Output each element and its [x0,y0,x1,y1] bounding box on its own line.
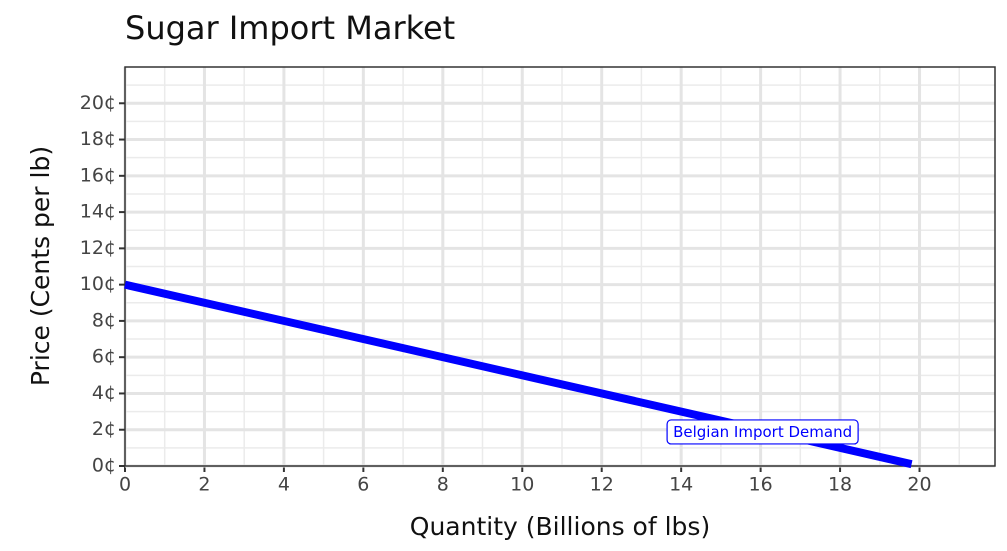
y-axis-title: Price (Cents per lb) [26,146,55,386]
x-tick-label: 16 [749,474,773,496]
y-tick-label: 18¢ [80,128,116,150]
y-tick-label: 4¢ [92,382,116,404]
annotation: Belgian Import Demand [666,419,859,445]
x-tick-label: 10 [510,474,534,496]
y-tick-label: 10¢ [80,273,116,295]
x-tick-label: 0 [119,474,131,496]
x-tick-label: 12 [590,474,614,496]
x-tick-label: 14 [669,474,693,496]
x-tick-label: 2 [198,474,210,496]
x-tick-label: 4 [278,474,290,496]
annotation-box [666,419,859,445]
x-tick-label: 20 [907,474,931,496]
y-tick-label: 14¢ [80,201,116,223]
plot-border [124,66,996,467]
y-tick-label: 20¢ [80,92,116,114]
x-axis-title: Quantity (Billions of lbs) [410,512,710,541]
x-tick-label: 18 [828,474,852,496]
y-tick-label: 16¢ [80,164,116,186]
y-tick-label: 8¢ [92,309,116,331]
annotation-label: Belgian Import Demand [673,423,852,441]
y-tick-label: 0¢ [92,455,116,477]
y-tick-label: 6¢ [92,346,116,368]
x-tick-label: 8 [437,474,449,496]
chart-title: Sugar Import Market [125,9,455,47]
y-tick-label: 12¢ [80,237,116,259]
x-tick-label: 6 [357,474,369,496]
y-tick-label: 2¢ [92,418,116,440]
